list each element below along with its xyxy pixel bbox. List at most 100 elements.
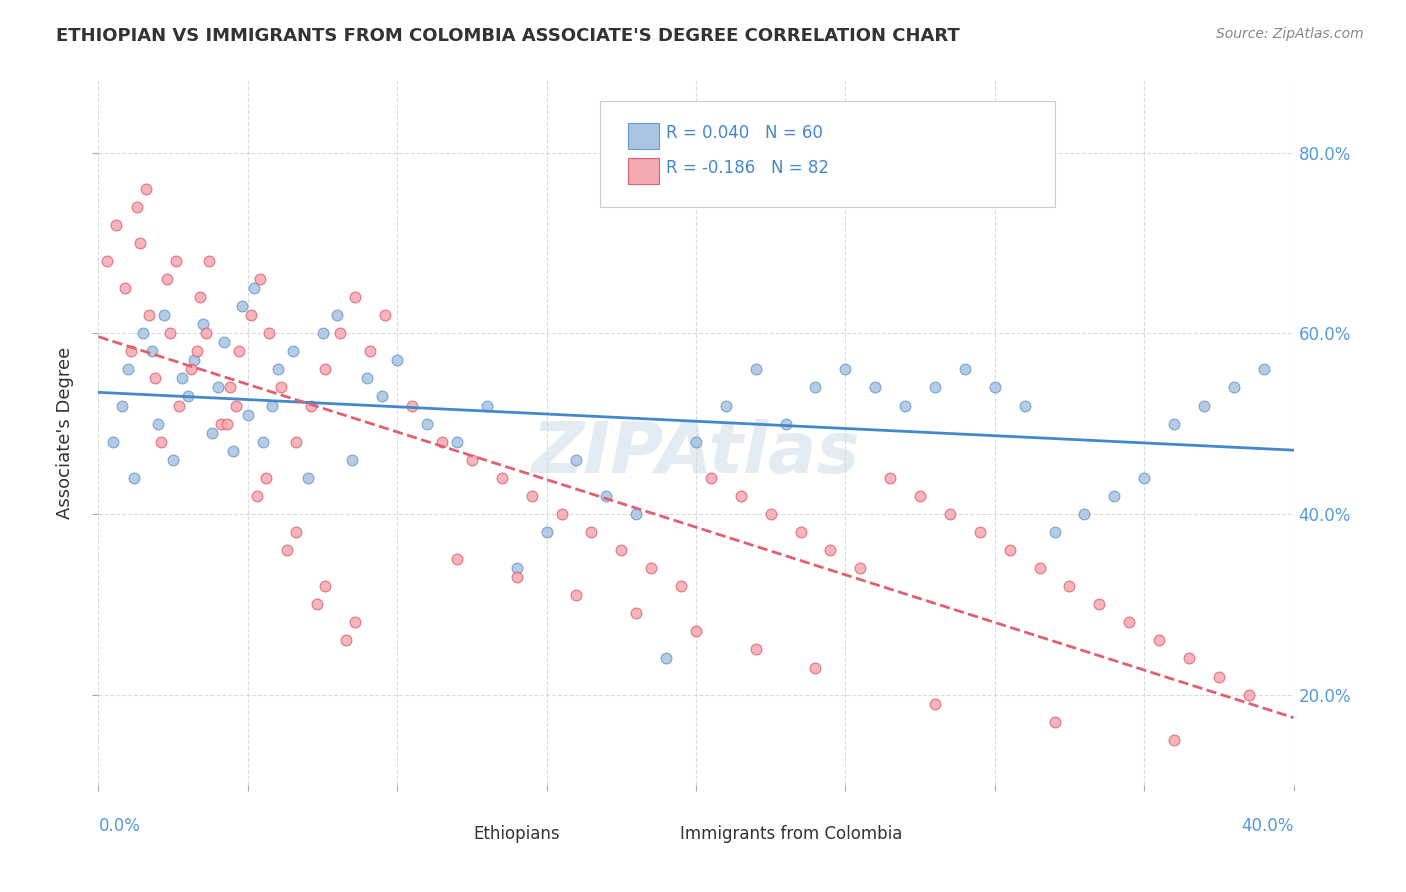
Point — [969, 524, 991, 539]
Point — [446, 552, 468, 566]
FancyBboxPatch shape — [682, 821, 713, 847]
Point — [520, 489, 543, 503]
Point — [655, 651, 678, 665]
Point — [270, 380, 292, 394]
Point — [730, 489, 752, 503]
Point — [132, 326, 155, 341]
Point — [150, 434, 173, 449]
Point — [401, 399, 423, 413]
Text: Immigrants from Colombia: Immigrants from Colombia — [681, 825, 903, 843]
Point — [879, 471, 901, 485]
Point — [127, 200, 149, 214]
Text: Source: ZipAtlas.com: Source: ZipAtlas.com — [1216, 27, 1364, 41]
Point — [939, 507, 962, 521]
Text: 0.0%: 0.0% — [98, 816, 141, 835]
Point — [998, 543, 1021, 558]
FancyBboxPatch shape — [628, 159, 659, 184]
Point — [228, 344, 250, 359]
Point — [222, 443, 245, 458]
Point — [172, 371, 194, 385]
Point — [225, 399, 247, 413]
Point — [165, 254, 187, 268]
Point — [789, 524, 811, 539]
Text: R = 0.040   N = 60: R = 0.040 N = 60 — [666, 124, 823, 142]
Point — [207, 380, 229, 394]
Point — [344, 290, 367, 304]
Point — [311, 326, 333, 341]
Point — [129, 235, 152, 250]
Point — [834, 362, 856, 376]
Point — [894, 399, 917, 413]
Point — [188, 290, 211, 304]
Point — [1223, 380, 1246, 394]
Point — [305, 597, 328, 611]
Point — [565, 452, 588, 467]
Point — [344, 615, 367, 630]
FancyBboxPatch shape — [430, 821, 461, 847]
Point — [124, 471, 146, 485]
Point — [374, 308, 396, 322]
Point — [475, 399, 498, 413]
Point — [775, 417, 797, 431]
Point — [103, 434, 125, 449]
Point — [565, 588, 588, 602]
Point — [356, 371, 378, 385]
Point — [111, 399, 134, 413]
Point — [1208, 669, 1230, 683]
Point — [626, 507, 648, 521]
Point — [359, 344, 381, 359]
Point — [243, 281, 266, 295]
FancyBboxPatch shape — [628, 123, 659, 149]
Point — [186, 344, 208, 359]
Point — [1043, 714, 1066, 729]
Point — [254, 471, 277, 485]
Point — [117, 362, 139, 376]
Point — [246, 489, 269, 503]
Point — [148, 417, 170, 431]
Point — [201, 425, 224, 440]
Point — [156, 272, 179, 286]
Point — [276, 543, 298, 558]
Point — [135, 182, 157, 196]
Point — [162, 452, 184, 467]
Point — [491, 471, 513, 485]
Point — [610, 543, 633, 558]
Point — [138, 308, 160, 322]
Text: ZIPAtlas: ZIPAtlas — [531, 419, 860, 488]
Point — [581, 524, 603, 539]
Text: 40.0%: 40.0% — [1241, 816, 1294, 835]
Point — [215, 417, 238, 431]
Point — [239, 308, 262, 322]
Point — [506, 570, 529, 584]
Point — [924, 697, 946, 711]
Point — [219, 380, 242, 394]
Point — [143, 371, 166, 385]
Point — [105, 218, 128, 232]
Text: ETHIOPIAN VS IMMIGRANTS FROM COLOMBIA ASSOCIATE'S DEGREE CORRELATION CHART: ETHIOPIAN VS IMMIGRANTS FROM COLOMBIA AS… — [56, 27, 960, 45]
Point — [1014, 399, 1036, 413]
Point — [120, 344, 142, 359]
Point — [183, 353, 205, 368]
Point — [640, 561, 662, 575]
Point — [595, 489, 617, 503]
Point — [114, 281, 136, 295]
Point — [252, 434, 274, 449]
Point — [714, 399, 737, 413]
Point — [1253, 362, 1275, 376]
Point — [700, 471, 723, 485]
Y-axis label: Associate's Degree: Associate's Degree — [56, 346, 75, 519]
Point — [506, 561, 529, 575]
Point — [177, 389, 200, 403]
Point — [284, 524, 307, 539]
Point — [297, 471, 319, 485]
Point — [804, 660, 827, 674]
FancyBboxPatch shape — [600, 102, 1054, 207]
Point — [236, 408, 259, 422]
Point — [1178, 651, 1201, 665]
Point — [159, 326, 181, 341]
Point — [326, 308, 349, 322]
Point — [299, 399, 322, 413]
Point — [198, 254, 221, 268]
Point — [908, 489, 931, 503]
Point — [1192, 399, 1215, 413]
